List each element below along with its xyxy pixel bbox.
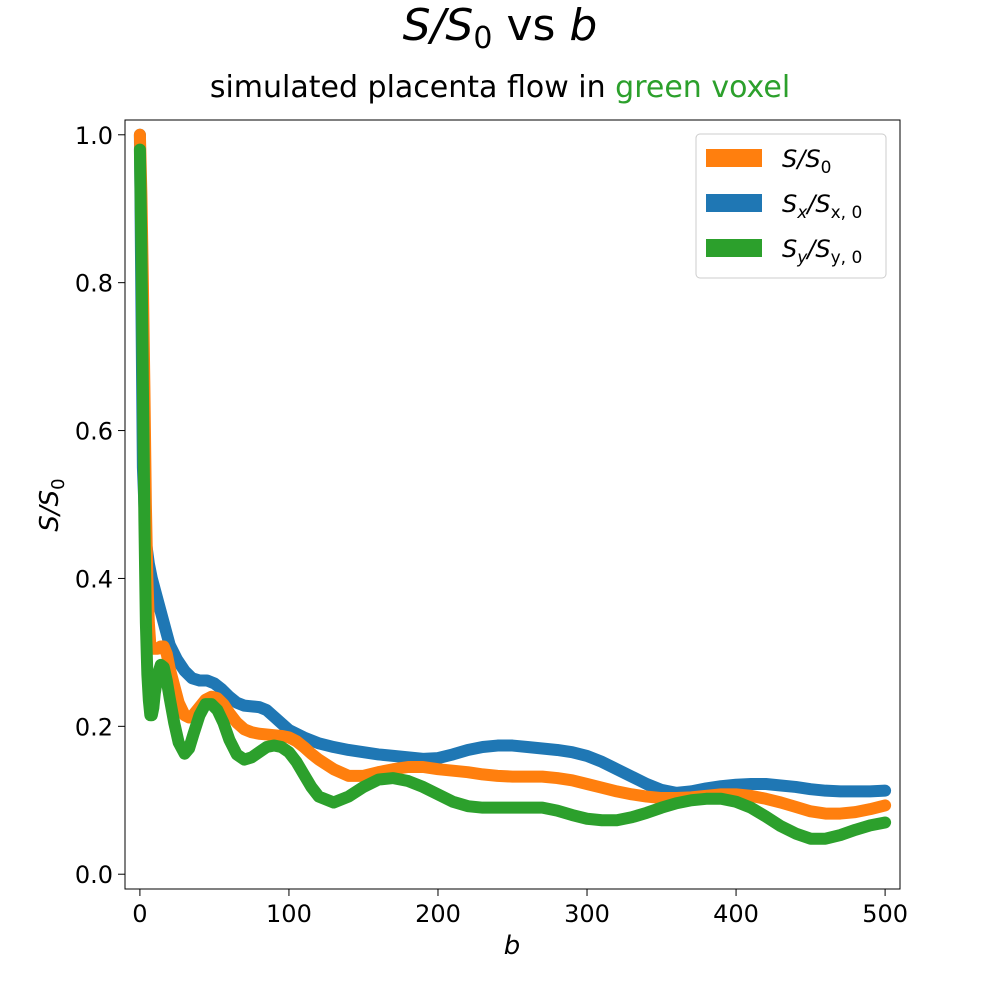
legend-swatch — [706, 149, 762, 167]
x-tick-label: 500 — [862, 900, 908, 928]
title-b: b — [569, 0, 598, 51]
legend-label: S/S0 — [782, 145, 831, 178]
x-tick-label: 100 — [266, 900, 312, 928]
axis-ticks: 0 100 200 300 400 500 0.0 0.2 0.4 0.6 0.8 1.0 — [75, 122, 908, 928]
title-subscript: 0 — [473, 21, 493, 56]
title-s: S — [402, 0, 431, 51]
subtitle-highlight: green voxel — [615, 70, 791, 105]
title-vs: vs — [492, 0, 570, 51]
data-point — [137, 381, 148, 392]
y-tick-label: 0.2 — [75, 713, 113, 741]
legend-swatch — [706, 194, 762, 212]
series-2 — [133, 143, 892, 845]
data-point — [142, 669, 153, 680]
y-tick-label: 0.6 — [75, 418, 113, 446]
chart-title: S/S0 vs b — [0, 0, 1000, 54]
y-tick-label: 1.0 — [75, 122, 113, 150]
data-point — [134, 129, 145, 140]
legend: S/S0 Sx/Sx, 0 Sy/Sy, 0 — [695, 133, 887, 279]
y-axis-label-sub: 0 — [48, 478, 69, 489]
plot-frame — [124, 119, 901, 890]
legend-label: Sy/Sy, 0 — [782, 235, 862, 268]
x-tick-label: 400 — [713, 900, 759, 928]
title-s0: S — [445, 0, 474, 51]
x-axis-label: b — [504, 931, 521, 961]
y-axis-label-main: S/S — [35, 490, 65, 532]
data-point — [140, 617, 151, 628]
x-tick-label: 200 — [415, 900, 461, 928]
data-point — [136, 240, 147, 251]
x-tick-label: 300 — [564, 900, 610, 928]
y-tick-label: 0.8 — [75, 270, 113, 298]
y-tick-label: 0.4 — [75, 565, 113, 593]
x-tick-label: 0 — [132, 900, 147, 928]
y-tick-label: 0.0 — [75, 861, 113, 889]
y-axis-label: S/S0 — [35, 478, 69, 531]
data-point — [143, 695, 154, 706]
legend-swatch — [706, 239, 762, 257]
data-point — [139, 514, 150, 525]
plot-marks — [133, 128, 892, 845]
series-line-0 — [133, 128, 892, 799]
title-slash: / — [430, 0, 446, 51]
subtitle-prefix: simulated placenta flow in — [209, 70, 606, 105]
chart-subtitle: simulated placenta flow in green voxel — [0, 70, 1000, 106]
series-line-2 — [133, 143, 892, 845]
data-point — [134, 144, 145, 155]
legend-label: Sx/Sx, 0 — [782, 190, 862, 223]
